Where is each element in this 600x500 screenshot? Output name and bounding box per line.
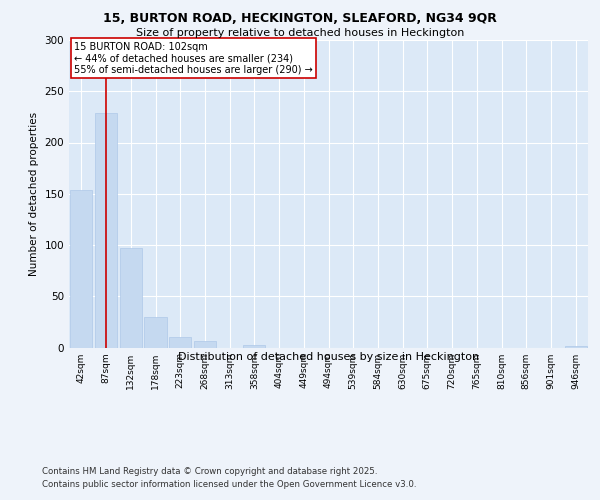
Bar [243,346,265,348]
Bar [145,317,167,348]
Bar [169,337,191,347]
Bar [95,113,117,348]
Text: Contains public sector information licensed under the Open Government Licence v3: Contains public sector information licen… [42,480,416,489]
Bar [119,248,142,348]
Bar [70,190,92,348]
Bar [194,342,216,347]
Text: 15, BURTON ROAD, HECKINGTON, SLEAFORD, NG34 9QR: 15, BURTON ROAD, HECKINGTON, SLEAFORD, N… [103,12,497,26]
Text: 15 BURTON ROAD: 102sqm
← 44% of detached houses are smaller (234)
55% of semi-de: 15 BURTON ROAD: 102sqm ← 44% of detached… [74,42,313,74]
Text: Distribution of detached houses by size in Heckington: Distribution of detached houses by size … [178,352,479,362]
Y-axis label: Number of detached properties: Number of detached properties [29,112,39,276]
Text: Contains HM Land Registry data © Crown copyright and database right 2025.: Contains HM Land Registry data © Crown c… [42,468,377,476]
Text: Size of property relative to detached houses in Heckington: Size of property relative to detached ho… [136,28,464,38]
Bar [565,346,587,348]
